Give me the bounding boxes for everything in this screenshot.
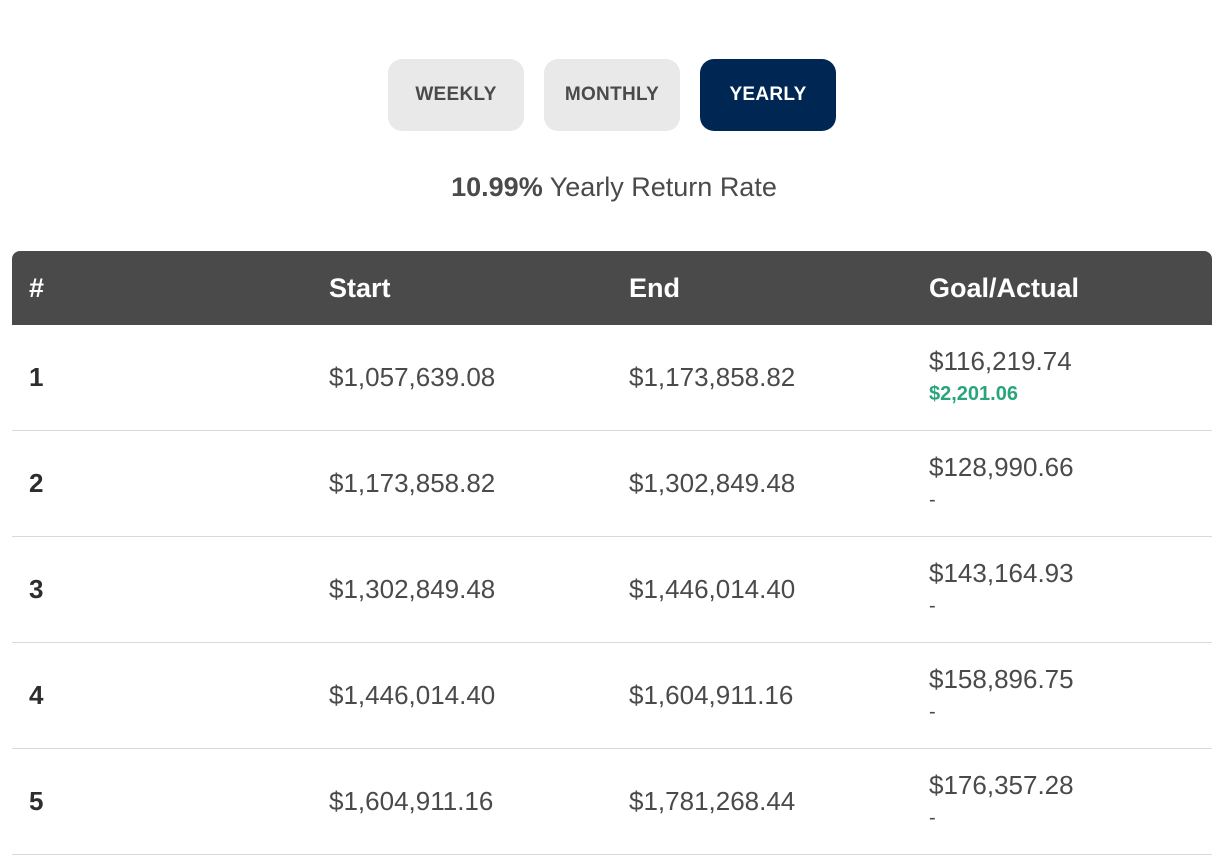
return-rate-value: 10.99% xyxy=(451,172,543,202)
weekly-button[interactable]: WEEKLY xyxy=(388,59,524,131)
row-end: $1,446,014.40 xyxy=(629,574,796,604)
row-num: 2 xyxy=(29,468,44,498)
row-end: $1,604,911.16 xyxy=(629,680,794,710)
goal-value: $176,357.28 xyxy=(929,770,1074,800)
table-row: 1 $1,057,639.08 $1,173,858.82 $116,219.7… xyxy=(12,325,1212,431)
header-end: End xyxy=(629,273,680,303)
goal-actual-cell: $143,164.93 - xyxy=(929,557,1074,619)
actual-value: - xyxy=(929,489,936,511)
table-header: # Start End Goal/Actual xyxy=(12,251,1212,325)
goal-value: $158,896.75 xyxy=(929,664,1074,694)
goal-value: $128,990.66 xyxy=(929,452,1074,482)
actual-value: $2,201.06 xyxy=(929,383,1018,405)
row-start: $1,446,014.40 xyxy=(329,680,496,710)
table-row: 4 $1,446,014.40 $1,604,911.16 $158,896.7… xyxy=(12,643,1212,749)
row-start: $1,604,911.16 xyxy=(329,786,494,816)
table-row: 2 $1,173,858.82 $1,302,849.48 $128,990.6… xyxy=(12,431,1212,537)
actual-value: - xyxy=(929,595,936,617)
row-end: $1,781,268.44 xyxy=(629,786,796,816)
period-toggle-group: WEEKLY MONTHLY YEARLY xyxy=(388,59,836,131)
row-end: $1,173,858.82 xyxy=(629,362,796,392)
row-start: $1,173,858.82 xyxy=(329,468,496,498)
goal-actual-cell: $158,896.75 - xyxy=(929,663,1074,725)
return-rate-label: Yearly Return Rate xyxy=(549,172,777,202)
goal-value: $116,219.74 xyxy=(929,346,1072,376)
row-num: 1 xyxy=(29,362,44,392)
row-num: 5 xyxy=(29,786,44,816)
row-start: $1,057,639.08 xyxy=(329,362,496,392)
table-row: 3 $1,302,849.48 $1,446,014.40 $143,164.9… xyxy=(12,537,1212,643)
table-row: 5 $1,604,911.16 $1,781,268.44 $176,357.2… xyxy=(12,749,1212,855)
row-end: $1,302,849.48 xyxy=(629,468,796,498)
yearly-button[interactable]: YEARLY xyxy=(700,59,836,131)
return-rate-line: 10.99% Yearly Return Rate xyxy=(0,172,1228,203)
header-num: # xyxy=(29,273,45,303)
goal-actual-cell: $128,990.66 - xyxy=(929,451,1074,513)
actual-value: - xyxy=(929,807,936,829)
header-start: Start xyxy=(329,273,391,303)
row-num: 4 xyxy=(29,680,44,710)
goal-actual-cell: $116,219.74 $2,201.06 xyxy=(929,345,1072,407)
growth-table: # Start End Goal/Actual 1 $1,057,639.08 … xyxy=(12,251,1212,855)
row-start: $1,302,849.48 xyxy=(329,574,496,604)
row-num: 3 xyxy=(29,574,44,604)
monthly-button[interactable]: MONTHLY xyxy=(544,59,680,131)
header-goal-actual: Goal/Actual xyxy=(929,273,1080,303)
actual-value: - xyxy=(929,701,936,723)
goal-value: $143,164.93 xyxy=(929,558,1074,588)
goal-actual-cell: $176,357.28 - xyxy=(929,769,1074,831)
